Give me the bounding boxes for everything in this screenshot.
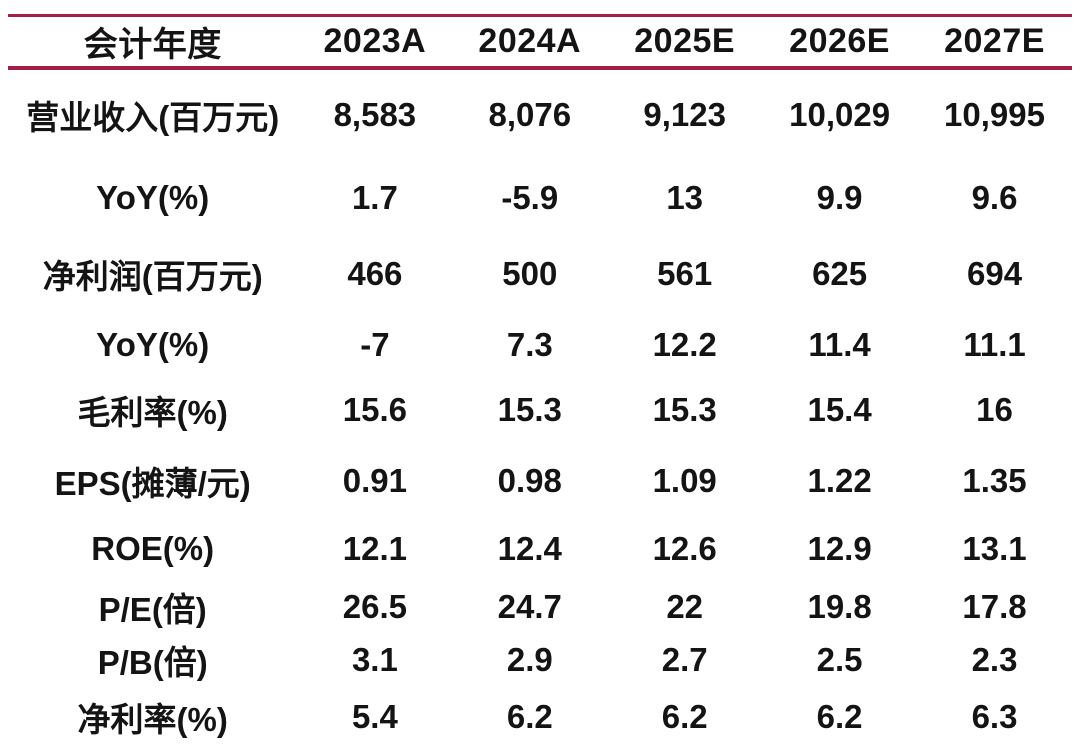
row-label: P/E(倍)	[98, 590, 207, 628]
row-label: 营业收入(百万元)	[26, 99, 280, 136]
table-row: 毛利率(%) 15.6 15.3 15.3 15.4 16	[8, 377, 1072, 443]
cell-value: 1.22	[807, 461, 872, 499]
column-header-2025e: 2025E	[634, 22, 736, 60]
table-header-row: 会计年度 2023A 2024A 2025E 2026E 2027E	[8, 15, 1072, 68]
cell-value: 10,995	[944, 96, 1045, 133]
financial-summary-page: 会计年度 2023A 2024A 2025E 2026E 2027E 营业收入(百万元) 8…	[0, 14, 1080, 744]
cell-value: 2.3	[971, 641, 1018, 678]
column-header-2026e: 2026E	[789, 22, 890, 60]
cell-value: 26.5	[342, 587, 407, 625]
financial-summary-table: 会计年度 2023A 2024A 2025E 2026E 2027E 营业收入(百万元) 8…	[8, 14, 1072, 744]
cell-value: 10,029	[789, 96, 891, 133]
cell-value: 6.2	[816, 698, 863, 735]
cell-value: 9.6	[971, 179, 1018, 216]
cell-value: 2.5	[816, 641, 863, 678]
column-header-2027e: 2027E	[944, 22, 1045, 60]
cell-value: 1.35	[962, 461, 1027, 499]
table-row: ROE(%) 12.1 12.4 12.6 12.9 13.1	[8, 518, 1072, 580]
cell-value: 24.7	[497, 587, 562, 625]
cell-value: 466	[347, 255, 403, 292]
cell-value: 12.9	[807, 530, 872, 567]
cell-value: 11.1	[963, 325, 1026, 363]
cell-value: 17.8	[962, 587, 1027, 625]
cell-value: 22	[666, 587, 704, 625]
cell-value: 625	[812, 255, 868, 292]
cell-value: 7.3	[506, 325, 553, 363]
cell-value: 6.3	[971, 698, 1018, 735]
cell-value: 694	[966, 255, 1023, 292]
row-label: ROE(%)	[91, 530, 215, 567]
row-label: YoY(%)	[96, 179, 210, 216]
column-header-fiscal-year: 会计年度	[83, 26, 222, 64]
cell-value: 9.9	[816, 179, 863, 216]
cell-value: 19.8	[807, 587, 872, 625]
cell-value: 12.6	[652, 530, 717, 567]
cell-value: 6.2	[506, 698, 553, 735]
cell-value: 1.7	[351, 179, 398, 216]
table-row: YoY(%) -7 7.3 12.2 11.4 11.1	[8, 312, 1072, 377]
cell-value: 0.91	[342, 461, 407, 499]
cell-value: 15.6	[342, 391, 407, 428]
cell-value: 561	[657, 255, 713, 292]
cell-value: 9,123	[643, 96, 726, 133]
cell-value: 15.3	[497, 391, 562, 428]
cell-value: 2.7	[661, 641, 708, 678]
table-head: 会计年度 2023A 2024A 2025E 2026E 2027E	[8, 15, 1072, 68]
cell-value: 12.2	[652, 325, 717, 363]
cell-value: 6.2	[661, 698, 708, 735]
row-label: 净利率(%)	[77, 701, 228, 738]
table-row: 净利率(%) 5.4 6.2 6.2 6.2 6.3	[8, 687, 1072, 744]
cell-value: 5.4	[351, 698, 398, 735]
cell-value: -5.9	[501, 179, 559, 216]
cell-value: 15.3	[652, 391, 717, 428]
cell-value: 1.09	[652, 461, 717, 499]
cell-value: 0.98	[497, 461, 562, 499]
table-row: 净利润(百万元) 466 500 561 625 694	[8, 236, 1072, 312]
cell-value: 500	[502, 255, 558, 292]
row-label: 净利润(百万元)	[42, 258, 263, 295]
cell-value: 11.4	[808, 325, 871, 363]
table-row: P/B(倍) 3.1 2.9 2.7 2.5 2.3	[8, 633, 1072, 687]
row-label: EPS(摊薄/元)	[54, 464, 251, 502]
cell-value: 16	[976, 391, 1013, 428]
cell-value: 15.4	[807, 391, 872, 428]
cell-value: 13.1	[962, 530, 1027, 567]
cell-value: 8,583	[333, 96, 417, 133]
column-header-2024a: 2024A	[478, 22, 582, 60]
table-body: 营业收入(百万元) 8,583 8,076 9,123 10,029 10,995 YoY(…	[8, 68, 1072, 744]
cell-value: 2.9	[506, 641, 553, 678]
cell-value: 3.1	[351, 641, 398, 678]
row-label: 毛利率(%)	[77, 394, 228, 431]
table-row: EPS(摊薄/元) 0.91 0.98 1.09 1.22 1.35	[8, 443, 1072, 518]
table-row: 营业收入(百万元) 8,583 8,076 9,123 10,029 10,995	[8, 68, 1072, 160]
cell-value: 13	[666, 179, 704, 216]
cell-value: 8,076	[488, 96, 572, 133]
cell-value: -7	[360, 325, 390, 363]
row-label: P/B(倍)	[97, 644, 208, 681]
cell-value: 12.1	[342, 530, 407, 567]
table-row: YoY(%) 1.7 -5.9 13 9.9 9.6	[8, 160, 1072, 236]
column-header-2023a: 2023A	[323, 22, 427, 60]
row-label: YoY(%)	[96, 325, 210, 363]
table-row: P/E(倍) 26.5 24.7 22 19.8 17.8	[8, 580, 1072, 633]
cell-value: 12.4	[497, 530, 562, 567]
